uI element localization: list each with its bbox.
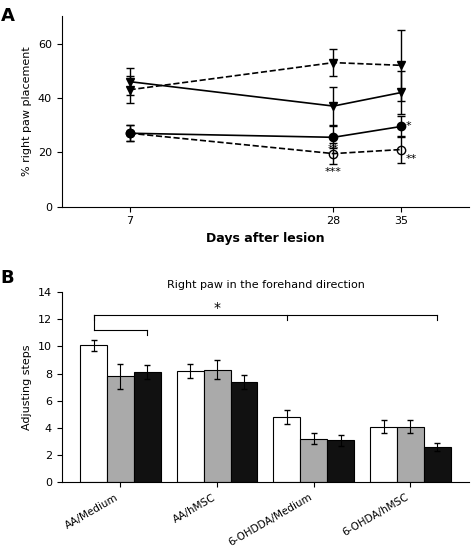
- Text: **: **: [328, 144, 339, 154]
- Title: Right paw in the forehand direction: Right paw in the forehand direction: [166, 280, 365, 290]
- Bar: [134, 372, 161, 482]
- Text: B: B: [0, 269, 14, 287]
- Bar: [424, 447, 451, 482]
- Bar: [177, 371, 204, 482]
- Bar: [107, 376, 134, 482]
- Bar: [204, 369, 230, 482]
- Bar: [397, 426, 424, 482]
- Text: *: *: [405, 122, 411, 132]
- Text: A: A: [0, 7, 14, 25]
- Text: ***: ***: [325, 167, 342, 177]
- Text: **: **: [405, 154, 417, 164]
- Bar: [327, 440, 354, 482]
- Bar: [370, 426, 397, 482]
- Bar: [80, 345, 107, 482]
- Bar: [273, 417, 301, 482]
- Text: *: *: [214, 300, 220, 315]
- Y-axis label: Adjusting steps: Adjusting steps: [22, 345, 32, 430]
- Bar: [301, 439, 327, 482]
- Bar: [230, 382, 257, 482]
- X-axis label: Days after lesion: Days after lesion: [206, 232, 325, 245]
- Y-axis label: % right paw placement: % right paw placement: [22, 47, 32, 176]
